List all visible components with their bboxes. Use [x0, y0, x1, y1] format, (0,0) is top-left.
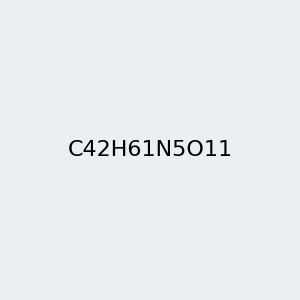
Text: C42H61N5O11: C42H61N5O11: [68, 140, 232, 160]
